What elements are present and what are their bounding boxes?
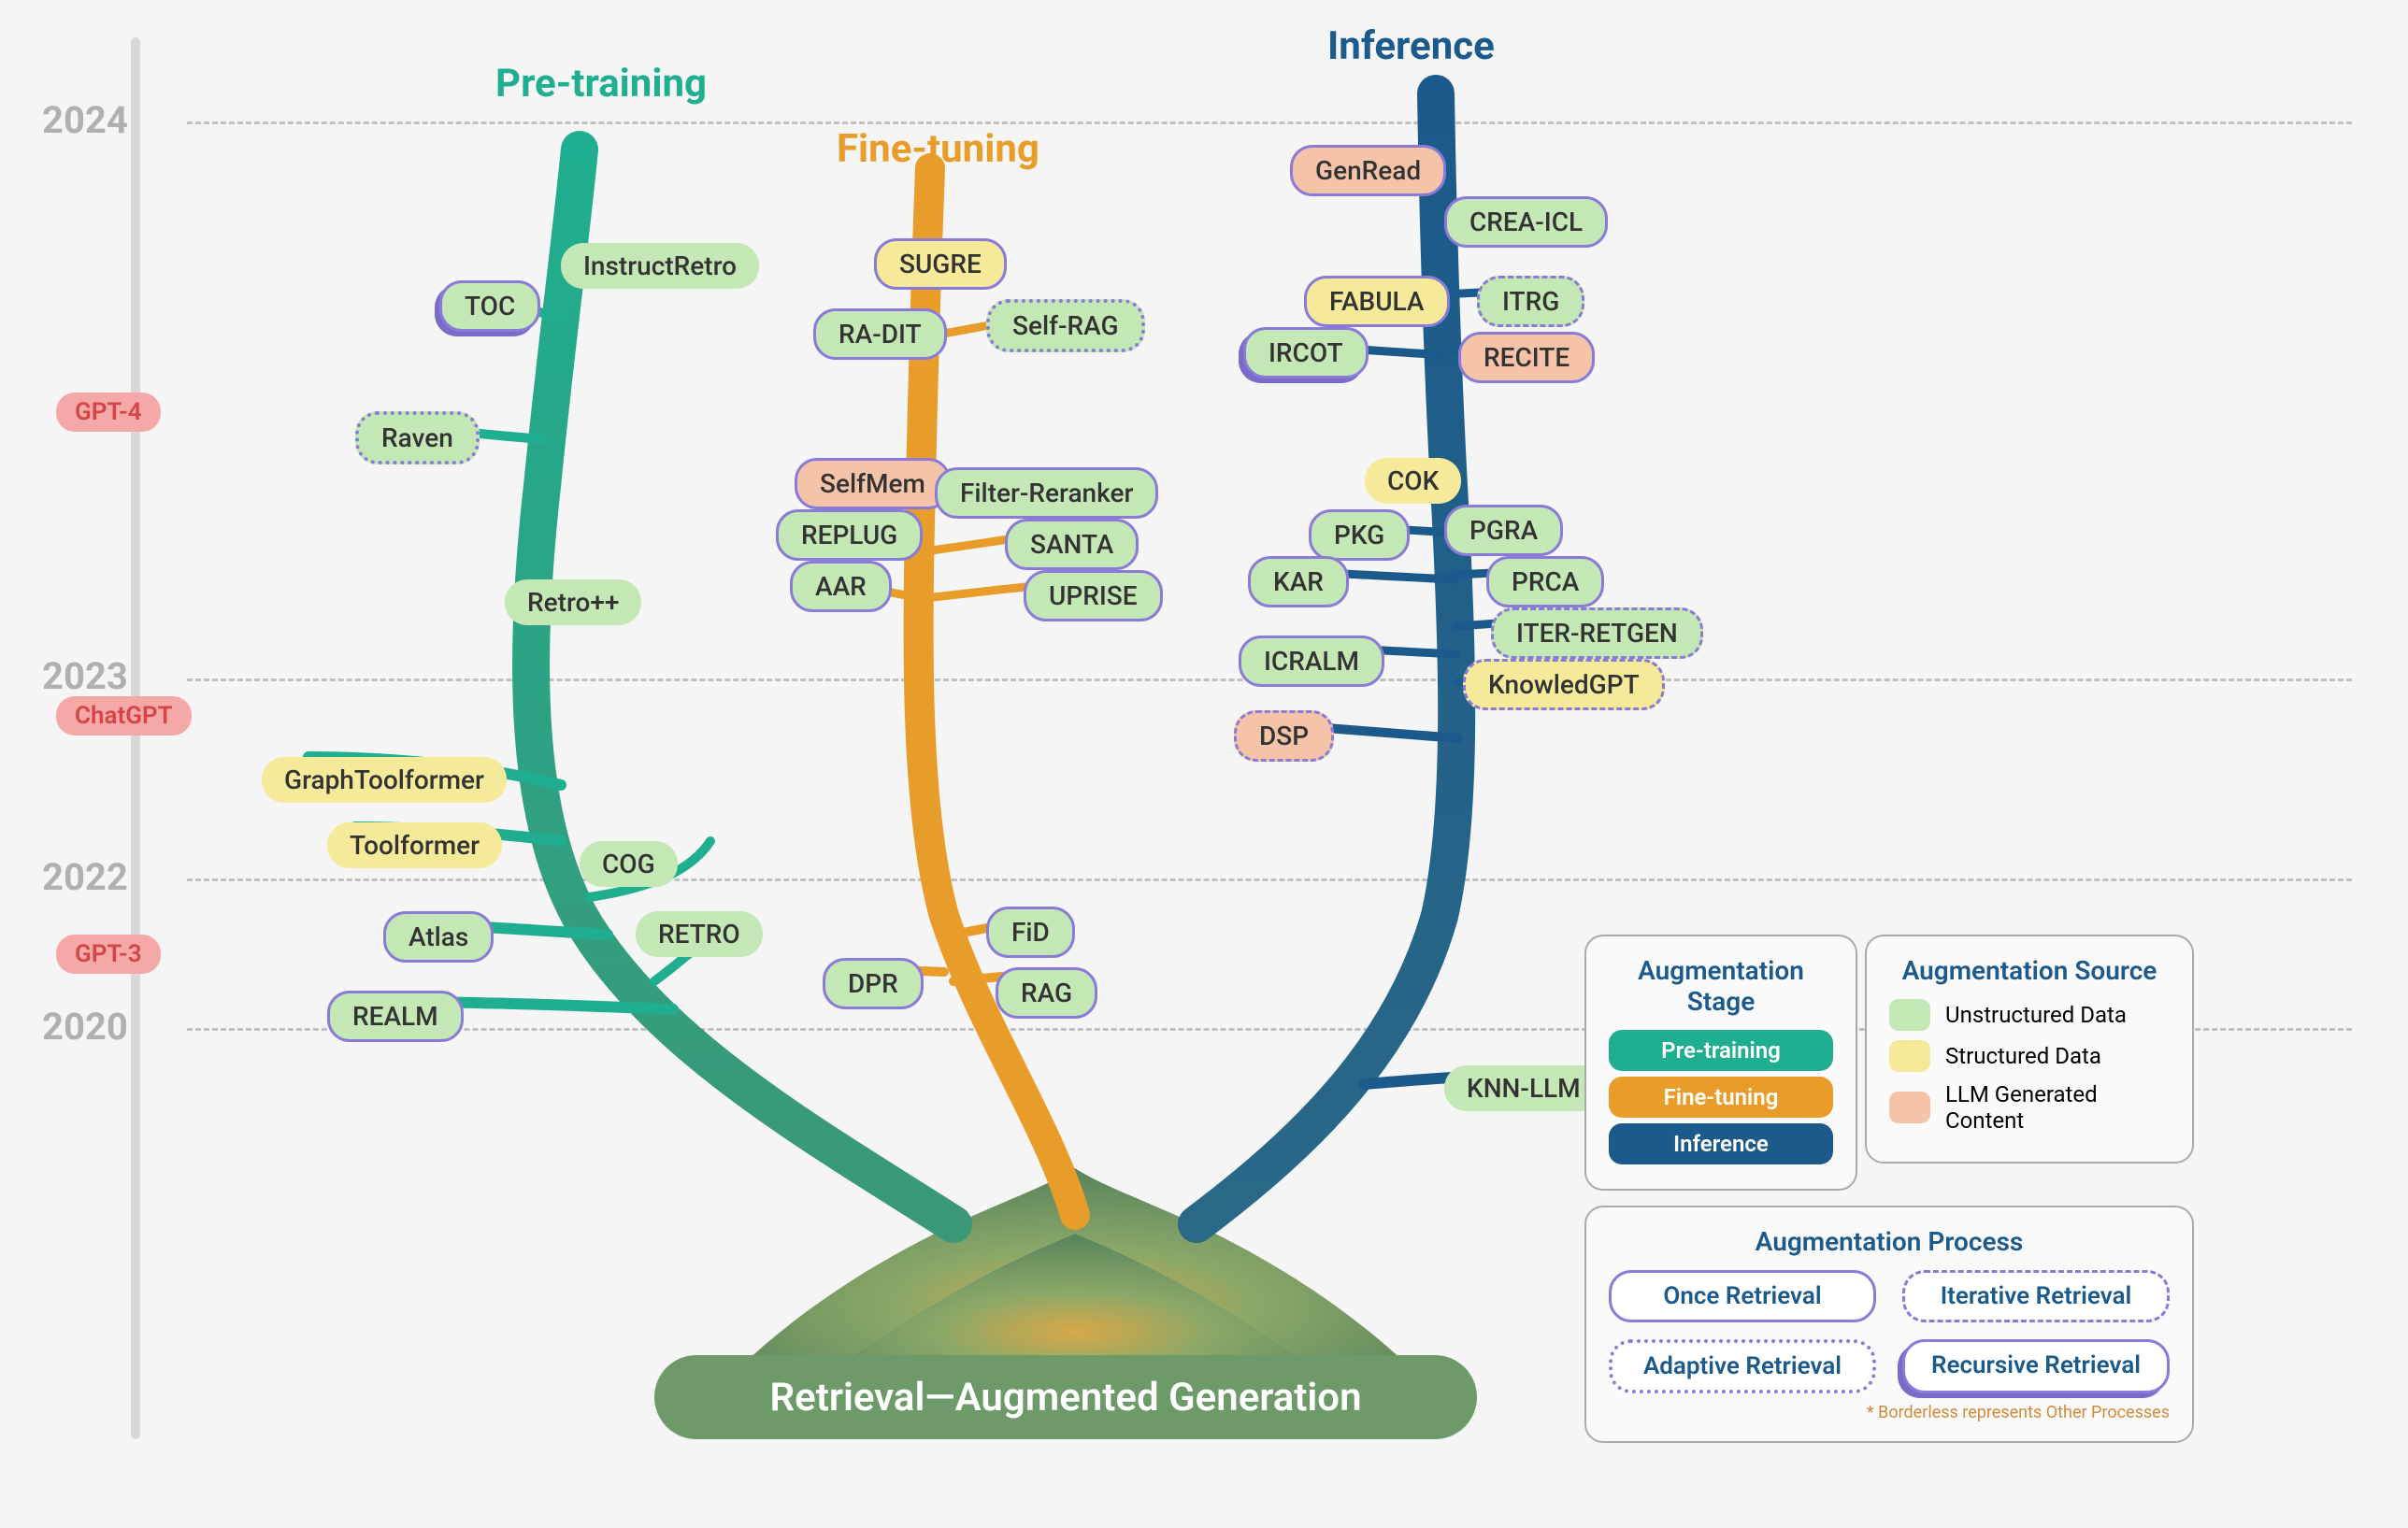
node-filter-reranker: Filter-Reranker — [935, 467, 1158, 519]
node-retro-: Retro++ — [505, 579, 641, 625]
branch-title-inference: Inference — [1327, 23, 1495, 69]
node-cok: COK — [1365, 458, 1461, 504]
node-ircot: IRCOT — [1243, 327, 1369, 378]
legend-stage-inference: Inference — [1609, 1123, 1833, 1164]
year-line-2022 — [187, 878, 2352, 881]
node-dpr: DPR — [823, 958, 924, 1009]
legend-process: Augmentation Process Once Retrieval Iter… — [1584, 1206, 2194, 1443]
node-prca: PRCA — [1486, 556, 1604, 607]
year-label-2023: 2023 — [42, 654, 128, 698]
legend-source-llmgen-label: LLM Generated Content — [1945, 1081, 2170, 1134]
legend-stage-pretraining: Pre-training — [1609, 1030, 1833, 1071]
branch-title-pretraining: Pre-training — [495, 61, 707, 107]
node-pkg: PKG — [1309, 509, 1410, 561]
year-line-2024 — [187, 121, 2352, 124]
legend-proc-once: Once Retrieval — [1609, 1270, 1876, 1322]
node-cog: COG — [580, 841, 678, 887]
node-retro: RETRO — [636, 911, 763, 957]
swatch-unstructured — [1889, 999, 1930, 1031]
legend-source-llmgen: LLM Generated Content — [1889, 1081, 2170, 1134]
legend-source-unstructured-label: Unstructured Data — [1945, 1002, 2127, 1028]
node-icralm: ICRALM — [1239, 635, 1384, 687]
node-genread: GenRead — [1290, 145, 1446, 196]
node-iter-retgen: ITER-RETGEN — [1491, 607, 1703, 659]
milestone-gpt4: GPT-4 — [56, 393, 161, 432]
node-instructretro: InstructRetro — [561, 243, 759, 289]
year-label-2024: 2024 — [42, 98, 128, 142]
node-raven: Raven — [355, 411, 480, 464]
legend-source-title: Augmentation Source — [1889, 955, 2170, 986]
node-atlas: Atlas — [383, 911, 494, 963]
legend-proc-recursive: Recursive Retrieval — [1902, 1339, 2170, 1393]
node-selfmem: SelfMem — [795, 458, 951, 509]
year-label-2020: 2020 — [42, 1005, 128, 1049]
node-sugre: SUGRE — [874, 238, 1007, 290]
node-kar: KAR — [1248, 556, 1349, 607]
legend-process-title: Augmentation Process — [1609, 1226, 2170, 1257]
node-fid: FiD — [986, 907, 1075, 958]
legend-source: Augmentation Source Unstructured Data St… — [1865, 935, 2194, 1164]
branch-title-finetuning: Fine-tuning — [837, 126, 1039, 172]
milestone-chatgpt: ChatGPT — [56, 696, 192, 735]
swatch-llmgen — [1889, 1092, 1930, 1123]
node-realm: REALM — [327, 991, 464, 1042]
node-crea-icl: CREA-ICL — [1444, 196, 1608, 248]
legend-source-structured: Structured Data — [1889, 1040, 2170, 1072]
node-toolformer: Toolformer — [327, 822, 502, 868]
legend-stage-finetuning: Fine-tuning — [1609, 1077, 1833, 1118]
node-self-rag: Self-RAG — [986, 299, 1145, 352]
swatch-structured — [1889, 1040, 1930, 1072]
node-itrg: ITRG — [1477, 276, 1584, 327]
node-aar: AAR — [790, 561, 892, 612]
legend-process-footnote: * Borderless represents Other Processes — [1609, 1403, 2170, 1422]
legend-source-structured-label: Structured Data — [1945, 1043, 2101, 1069]
node-toc: TOC — [439, 280, 540, 332]
node-knn-llm: KNN-LLM — [1444, 1065, 1603, 1111]
node-rag: RAG — [996, 967, 1097, 1019]
node-dsp: DSP — [1234, 710, 1334, 762]
node-recite: RECITE — [1458, 332, 1595, 383]
node-fabula: FABULA — [1304, 276, 1450, 327]
legend-stage: Augmentation Stage Pre-training Fine-tun… — [1584, 935, 1857, 1191]
node-ra-dit: RA-DIT — [813, 308, 947, 360]
node-replug: REPLUG — [776, 509, 923, 561]
timeline-axis — [131, 37, 140, 1439]
root-label: Retrieval—Augmented Generation — [654, 1355, 1477, 1439]
node-knowledgpt: KnowledGPT — [1463, 659, 1665, 710]
milestone-gpt3: GPT-3 — [56, 935, 161, 974]
year-label-2022: 2022 — [42, 855, 128, 899]
node-pgra: PGRA — [1444, 505, 1563, 556]
node-graphtoolformer: GraphToolformer — [262, 757, 507, 803]
node-uprise: UPRISE — [1024, 570, 1163, 621]
legend-source-unstructured: Unstructured Data — [1889, 999, 2170, 1031]
legend-proc-iterative: Iterative Retrieval — [1902, 1270, 2170, 1322]
node-santa: SANTA — [1005, 519, 1139, 570]
legend-stage-title: Augmentation Stage — [1609, 955, 1833, 1017]
legend-proc-adaptive: Adaptive Retrieval — [1609, 1339, 1876, 1393]
